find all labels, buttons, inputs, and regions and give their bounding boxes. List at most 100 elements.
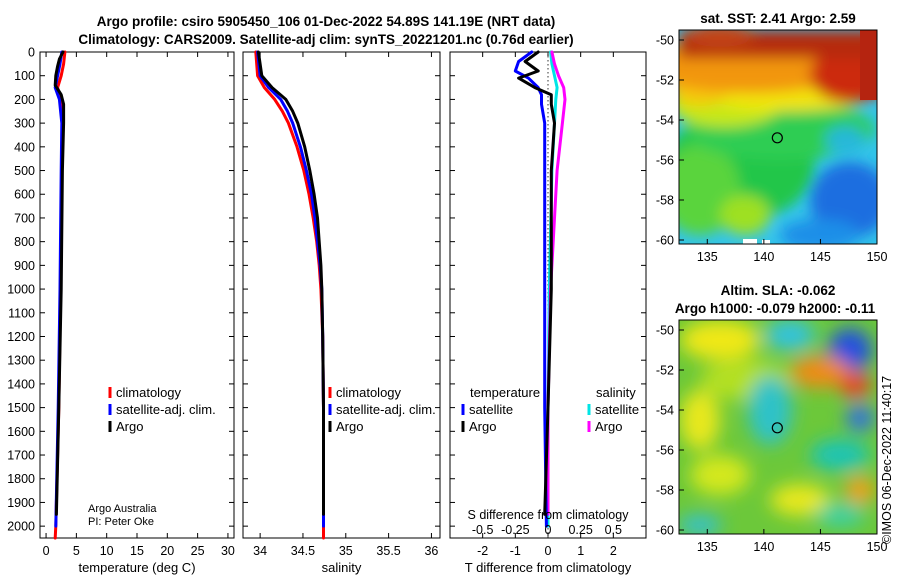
depth-tick-label: 1100 [8, 306, 35, 320]
difference-profile-xtick-label: -1 [510, 544, 521, 558]
depth-tick-label: 1600 [7, 425, 35, 439]
difference-profile-xtick-label: 2 [610, 544, 617, 558]
temperature-profile-frame [39, 51, 235, 539]
salinity-profile-xtick-label: 34 [253, 544, 267, 558]
sst-map-ytick-label: -58 [656, 194, 674, 208]
difference-legend-title-temperature: temperature [470, 385, 540, 400]
sla-map-axes: 135 140 145 150 -50 -52 -54 -56 -58 -60 [656, 324, 888, 555]
sla-map-xtick-label: 150 [867, 540, 888, 554]
sla-map-title-line1: Altim. SLA: -0.062 [721, 283, 836, 298]
sst-map-ytick-label: -60 [656, 234, 674, 248]
depth-tick-label: 2000 [7, 520, 35, 534]
salinity-profile-xtick-label: 35.5 [376, 544, 400, 558]
sst-map-xtick-label: 150 [867, 250, 888, 264]
difference-profile-xtick-label: 1 [577, 544, 584, 558]
depth-tick-label: 1500 [7, 401, 35, 415]
temperature-profile-xtick-label: 30 [221, 544, 235, 558]
sst-map-ytick-label: -50 [656, 34, 674, 48]
figure-title-line2: Climatology: CARS2009. Satellite-adj cli… [78, 32, 573, 47]
sla-map-ytick-label: -58 [656, 484, 674, 498]
temperature-legend-0-label: climatology [116, 385, 182, 400]
sla-map-field [679, 320, 877, 534]
difference-legend-temp-sat-label: satellite [469, 402, 513, 417]
depth-tick-label: 1900 [7, 496, 35, 510]
depth-tick-label: 1800 [7, 472, 35, 486]
difference-xtick-top-label: -0.25 [501, 523, 530, 537]
sst-map-ytick-label: -52 [656, 74, 674, 88]
salinity-legend-2-label: Argo [336, 419, 363, 434]
difference-profile-xtick-label: -2 [477, 544, 488, 558]
salinity-profile-frame [242, 51, 441, 539]
sst-map-axes: 135 140 145 150 -50 -52 -54 -56 -58 -60 [656, 34, 888, 265]
sst-map: 135 140 145 150 -50 -52 -54 -56 -58 -60 [656, 29, 888, 265]
temperature-profile-xlabel: temperature (deg C) [78, 560, 195, 575]
temperature-profile-xtick-label: 15 [130, 544, 144, 558]
figure-title-line1: Argo profile: csiro 5905450_106 01-Dec-2… [97, 14, 556, 29]
difference-xtick-top-label: 0.25 [568, 523, 592, 537]
temperature-panel: 0100200300400500600700800900100011001200… [7, 46, 235, 576]
depth-tick-label: 100 [14, 69, 35, 83]
sst-map-ytick-label: -54 [656, 114, 674, 128]
salinity-profile-xtick-label: 35 [339, 544, 353, 558]
depth-tick-label: 1200 [7, 330, 35, 344]
sla-map-ytick-label: -56 [656, 444, 674, 458]
salinity-panel: 34 34.5 35 35.5 36 salinity climatology satelli… [242, 50, 441, 575]
sst-map-argo-location-marker [771, 132, 783, 144]
depth-tick-label: 700 [14, 211, 35, 225]
sla-map-ytick-label: -60 [656, 524, 674, 538]
sst-map-xtick-label: 140 [753, 250, 774, 264]
depth-tick-label: 500 [14, 164, 35, 178]
temperature-line-argo [53, 50, 66, 516]
temperature-legend-1-label: satellite-adj. clim. [116, 402, 216, 417]
depth-tick-label: 600 [14, 188, 35, 202]
credit-line1: Argo Australia [88, 503, 157, 515]
temperature-profile-xtick-label: 25 [191, 544, 205, 558]
sst-map-ytick-label: -56 [656, 154, 674, 168]
sla-map-ytick-label: -52 [656, 364, 674, 378]
difference-xtick-top-label: -0.5 [472, 523, 494, 537]
difference-line-temperature-argo [517, 50, 556, 516]
temperature-profile-xtick-label: 0 [43, 544, 50, 558]
depth-tick-label: 400 [14, 140, 35, 154]
sla-map-ytick-label: -54 [656, 404, 674, 418]
sst-map-field [679, 30, 877, 244]
depth-tick-label: 1400 [7, 377, 35, 391]
sst-map-frame [678, 29, 878, 245]
sst-map-xtick-label: 145 [810, 250, 831, 264]
credit-line2: PI: Peter Oke [88, 516, 154, 528]
depth-tick-label: 200 [14, 93, 35, 107]
difference-panel: -2 -1 0 1 2 T difference from climatology S di… [449, 50, 647, 575]
salinity-legend-1-label: satellite-adj. clim. [336, 402, 436, 417]
sla-map-xtick-label: 145 [810, 540, 831, 554]
depth-tick-label: 1300 [7, 354, 35, 368]
temperature-profile-xtick-label: 20 [160, 544, 174, 558]
depth-tick-label: 300 [14, 117, 35, 131]
difference-xtick-top-label: 0 [545, 523, 552, 537]
salinity-line-argo [256, 50, 325, 516]
depth-tick-label: 1000 [7, 283, 35, 297]
sla-map-xtick-label: 140 [753, 540, 774, 554]
temperature-profile-xtick-label: 10 [100, 544, 114, 558]
salinity-profile-xlabel: salinity [322, 560, 362, 575]
salinity-profile-xtick-label: 34.5 [291, 544, 315, 558]
sla-map-xtick-label: 135 [697, 540, 718, 554]
salinity-line-climatology [254, 50, 325, 540]
difference-profile-xlabel: T difference from climatology [465, 560, 632, 575]
depth-tick-label: 1700 [7, 449, 35, 463]
salinity-line-satellite [256, 50, 325, 528]
copyright-stamp: ©IMOS 06-Dec-2022 11:40:17 [880, 376, 894, 544]
difference-legend-sal-sat-label: satellite [595, 402, 639, 417]
difference-profile-xtick-label: 0 [545, 544, 552, 558]
difference-xlabel-top: S difference from climatology [468, 508, 630, 522]
sst-map-title: sat. SST: 2.41 Argo: 2.59 [700, 11, 856, 26]
sla-map: 135 140 145 150 -50 -52 -54 -56 -58 -60 [656, 319, 888, 555]
sla-map-title-line2: Argo h1000: -0.079 h2000: -0.11 [675, 301, 876, 316]
temperature-profile-xtick-label: 5 [73, 544, 80, 558]
depth-tick-label: 0 [28, 46, 35, 60]
depth-tick-label: 800 [14, 235, 35, 249]
sla-map-ytick-label: -50 [656, 324, 674, 338]
temperature-legend-2-label: Argo [116, 419, 143, 434]
sla-map-frame [678, 319, 878, 535]
sla-map-argo-location-marker [771, 422, 783, 434]
